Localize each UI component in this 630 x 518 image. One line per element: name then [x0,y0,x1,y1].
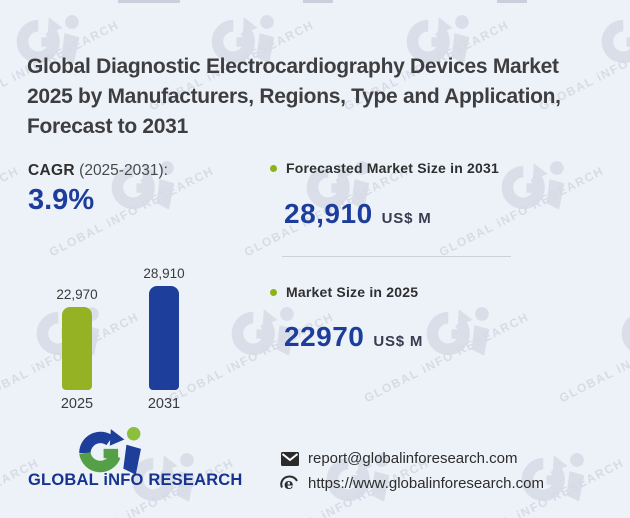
bar-year-label-2025: 2025 [60,396,94,412]
market-bar-chart: 22,970 2025 28,910 2031 [49,266,192,412]
market-2025-unit: US$ M [373,333,424,350]
title-line-1: Global Diagnostic Electrocardiography De… [27,55,559,78]
forecast-2031-value-row: 28,910 US$ M [284,198,431,230]
bar-year-label-2031: 2031 [147,396,181,412]
cagr-value: 3.9% [28,184,95,216]
bar-value-label-2031: 28,910 [143,266,185,281]
watermark-fragment [118,0,180,3]
section-divider [282,256,511,257]
forecast-2031-label: Forecasted Market Size in 2031 [286,160,499,176]
forecast-2031-value: 28,910 [284,198,373,229]
watermark-tile: GLOBAL iNFO RESEARCH [0,306,20,436]
market-2025-value-row: 22970 US$ M [284,321,423,353]
market-2025-label-row: Market Size in 2025 [270,284,418,300]
market-2025-label: Market Size in 2025 [286,284,419,300]
svg-text:e: e [284,475,294,493]
cagr-label: CAGR [28,162,75,179]
browser-icon: e [280,474,299,493]
cagr-period: (2025-2031): [79,162,168,179]
bar-2025 [62,307,92,390]
chart-column-2031: 28,910 2031 [136,266,192,412]
gi-logo [74,426,156,485]
page-title: Global Diagnostic Electrocardiography De… [27,52,617,142]
bar-2031 [149,286,179,390]
forecast-2031-label-row: Forecasted Market Size in 2031 [270,160,499,176]
cagr-block: CAGR (2025-2031): 3.9% [28,162,168,217]
contact-block: report@globalinforesearch.com e https://… [280,449,544,493]
email-link[interactable]: report@globalinforesearch.com [308,450,518,467]
brand-wordmark: GLOBAL iNFO RESEARCH [28,471,243,489]
chart-column-2025: 22,970 2025 [49,287,105,412]
title-line-3: Forecast to 2031 [27,115,188,138]
watermark-fragment [497,0,527,3]
cagr-label-row: CAGR (2025-2031): [28,162,168,180]
email-icon [280,449,299,468]
bullet-icon [270,164,277,172]
gi-logo-graphic [79,427,141,475]
watermark-tile: GLOBAL iNFO RESEARCH [557,306,630,436]
watermark-fragment [303,0,333,3]
bar-value-label-2025: 22,970 [56,287,98,302]
bullet-icon [270,288,277,296]
forecast-2031-unit: US$ M [381,210,432,227]
watermark-tile: GLOBAL iNFO RESEARCH [362,306,605,436]
watermark-tile: GLOBAL iNFO RESEARCH [437,160,630,290]
website-link[interactable]: https://www.globalinforesearch.com [308,475,544,492]
title-line-2: 2025 by Manufacturers, Regions, Type and… [27,85,561,108]
website-row: e https://www.globalinforesearch.com [280,474,544,493]
email-row: report@globalinforesearch.com [280,449,544,468]
market-2025-value: 22970 [284,321,365,352]
